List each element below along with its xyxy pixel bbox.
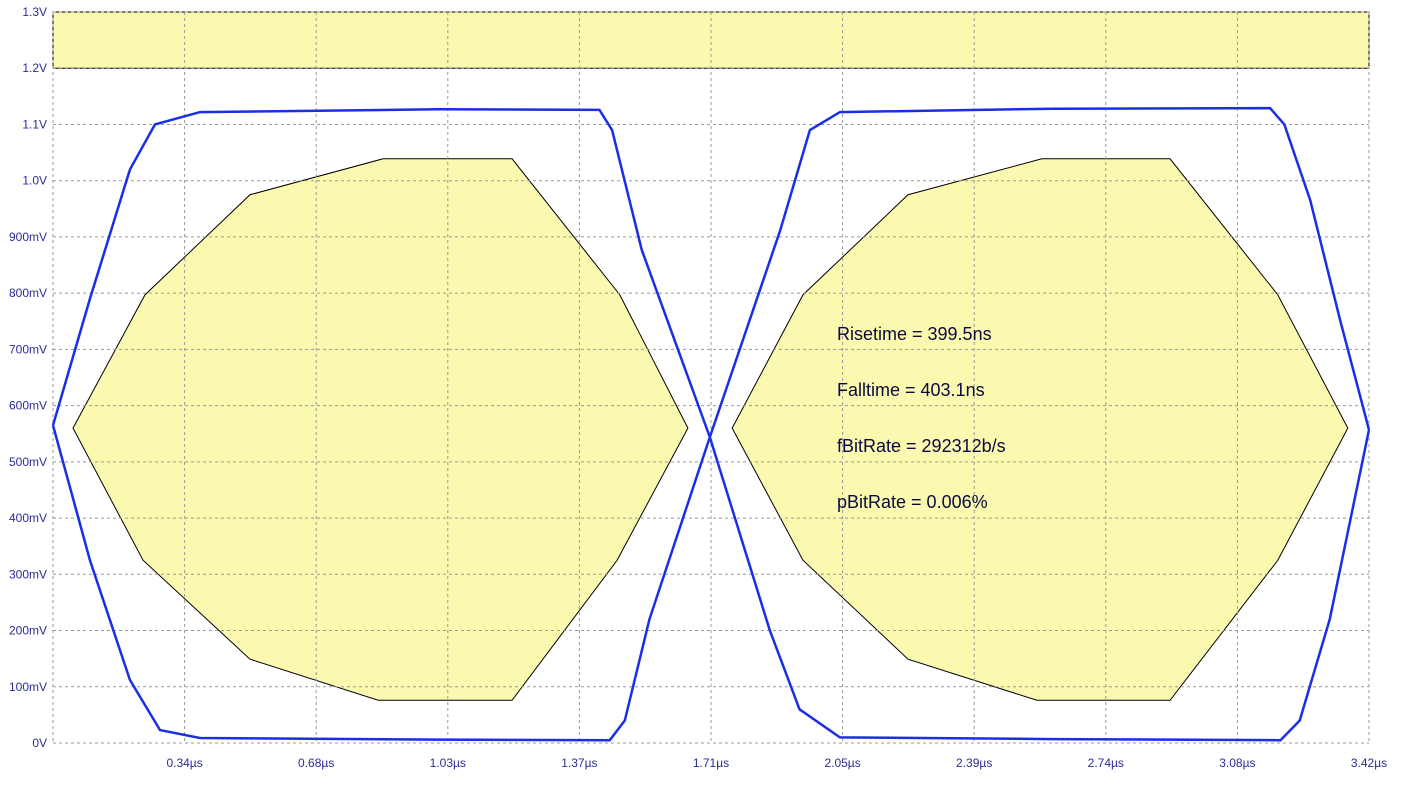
y-tick-label: 800mV bbox=[9, 286, 47, 300]
y-tick-label: 500mV bbox=[9, 455, 47, 469]
annotation: Risetime = 399.5ns bbox=[837, 324, 992, 344]
y-tick-label: 1.1V bbox=[22, 117, 47, 131]
y-tick-label: 100mV bbox=[9, 680, 47, 694]
grid bbox=[52, 11, 1370, 744]
x-tick-label: 0.68µs bbox=[298, 756, 334, 770]
x-tick-label: 3.42µs bbox=[1351, 756, 1387, 770]
eye-mask bbox=[731, 158, 1349, 701]
x-tick-label: 2.39µs bbox=[956, 756, 992, 770]
eye-mask bbox=[72, 158, 689, 701]
y-tick-label: 200mV bbox=[9, 624, 47, 638]
annotation: pBitRate = 0.006% bbox=[837, 492, 988, 512]
masks bbox=[52, 11, 1370, 701]
y-tick-label: 1.3V bbox=[22, 5, 47, 19]
trace bbox=[51, 106, 1371, 742]
x-tick-label: 1.71µs bbox=[693, 756, 729, 770]
traces bbox=[51, 106, 1371, 742]
x-tick-label: 0.34µs bbox=[166, 756, 202, 770]
y-tick-label: 900mV bbox=[9, 230, 47, 244]
trace bbox=[51, 108, 1371, 742]
y-tick-label: 600mV bbox=[9, 399, 47, 413]
annotation: Falltime = 403.1ns bbox=[837, 380, 985, 400]
x-tick-label: 1.03µs bbox=[430, 756, 466, 770]
x-tick-label: 2.74µs bbox=[1088, 756, 1124, 770]
labels: 0V 100mV 200mV 300mV 400mV 500mV 600mV 700mV 800… bbox=[9, 5, 1387, 770]
x-tick-label: 2.05µs bbox=[824, 756, 860, 770]
y-tick-label: 300mV bbox=[9, 567, 47, 581]
y-tick-label: 0V bbox=[32, 736, 47, 750]
y-tick-label: 400mV bbox=[9, 511, 47, 525]
x-tick-label: 3.08µs bbox=[1219, 756, 1255, 770]
y-tick-label: 700mV bbox=[9, 342, 47, 356]
annotation: fBitRate = 292312b/s bbox=[837, 436, 1006, 456]
y-tick-label: 1.0V bbox=[22, 174, 47, 188]
y-tick-label: 1.2V bbox=[22, 61, 47, 75]
x-tick-label: 1.37µs bbox=[561, 756, 597, 770]
